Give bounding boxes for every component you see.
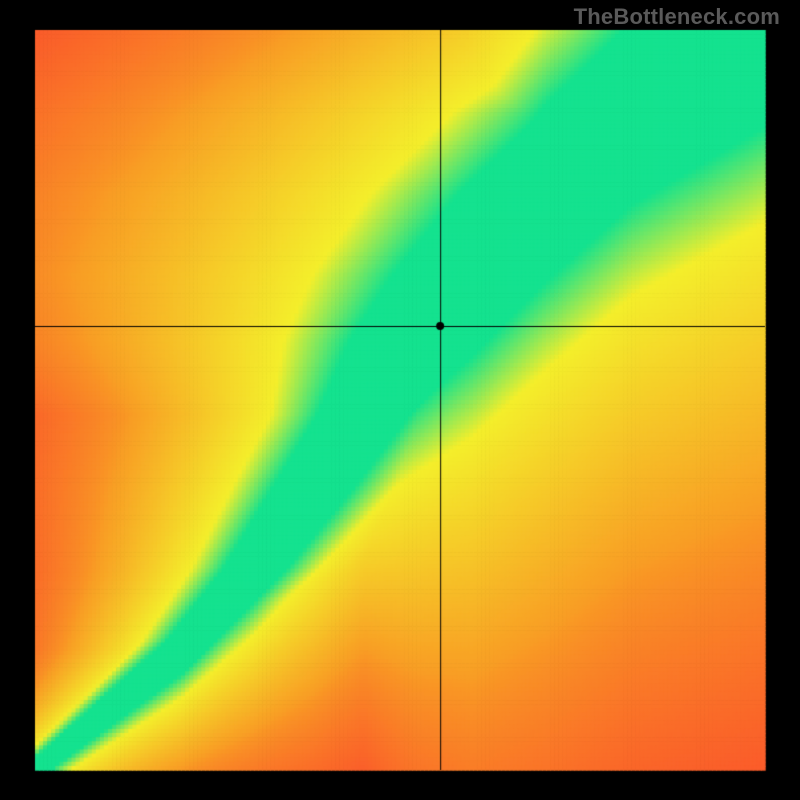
bottleneck-heatmap (0, 0, 800, 800)
watermark-text: TheBottleneck.com (574, 4, 780, 30)
chart-container: TheBottleneck.com (0, 0, 800, 800)
